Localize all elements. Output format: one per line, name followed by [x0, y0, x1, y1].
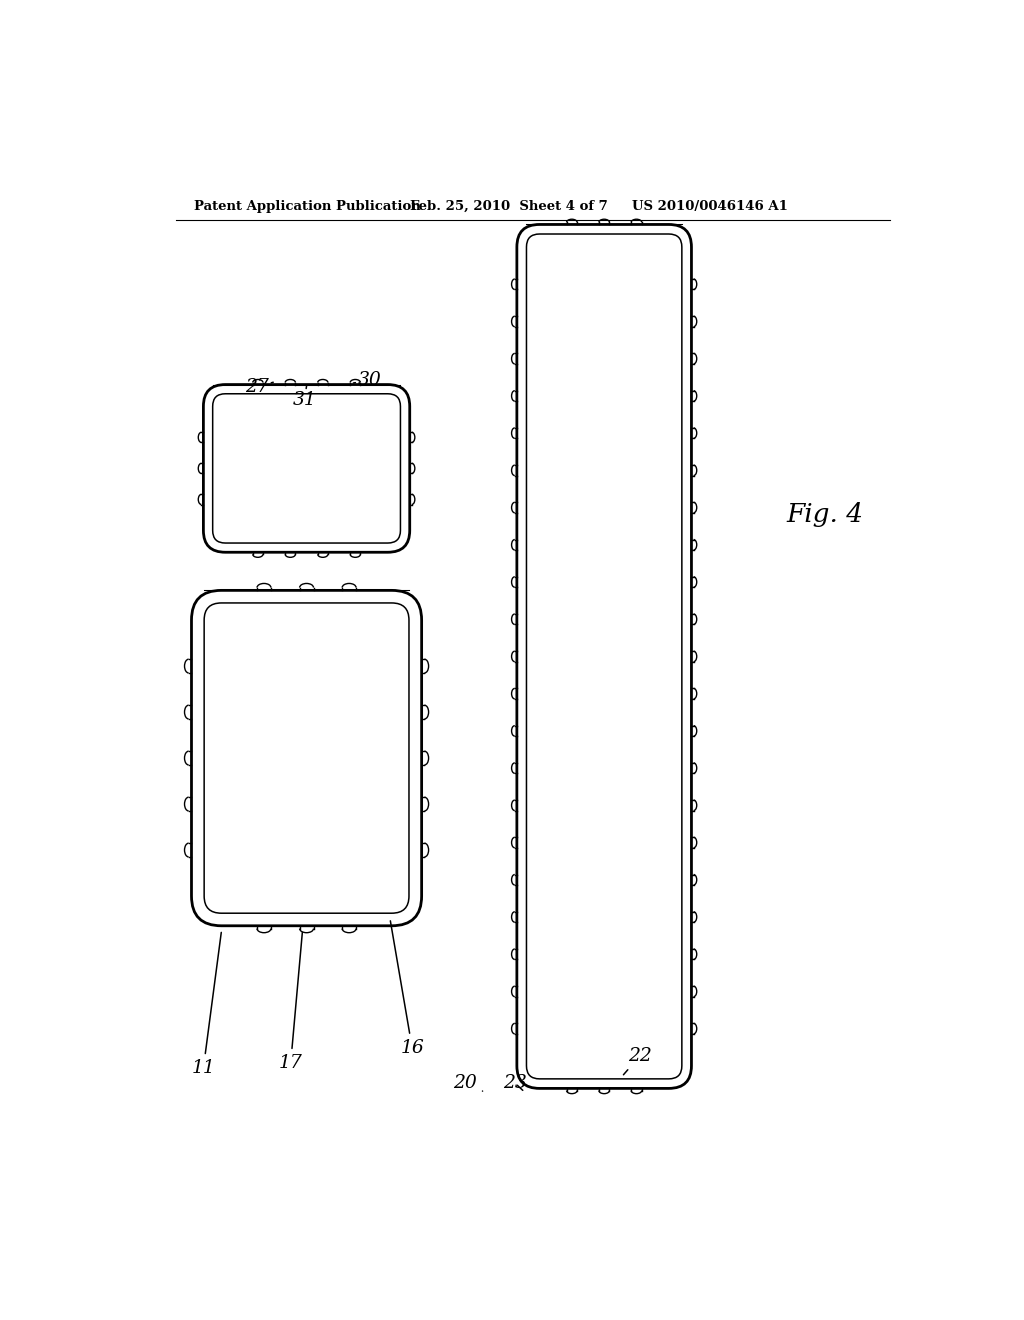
Text: 23: 23 [504, 1074, 527, 1093]
Text: 11: 11 [191, 932, 221, 1077]
Text: 17: 17 [279, 932, 302, 1072]
Text: Feb. 25, 2010  Sheet 4 of 7: Feb. 25, 2010 Sheet 4 of 7 [410, 199, 607, 213]
Text: Fig. 4: Fig. 4 [786, 502, 863, 527]
Text: 20: 20 [454, 1074, 482, 1093]
Text: US 2010/0046146 A1: US 2010/0046146 A1 [632, 199, 787, 213]
Text: 16: 16 [390, 921, 424, 1057]
Text: 30: 30 [353, 371, 382, 389]
Text: 31: 31 [292, 385, 316, 409]
Text: Patent Application Publication: Patent Application Publication [194, 199, 421, 213]
Text: 27: 27 [245, 378, 273, 396]
Text: 22: 22 [624, 1047, 651, 1074]
